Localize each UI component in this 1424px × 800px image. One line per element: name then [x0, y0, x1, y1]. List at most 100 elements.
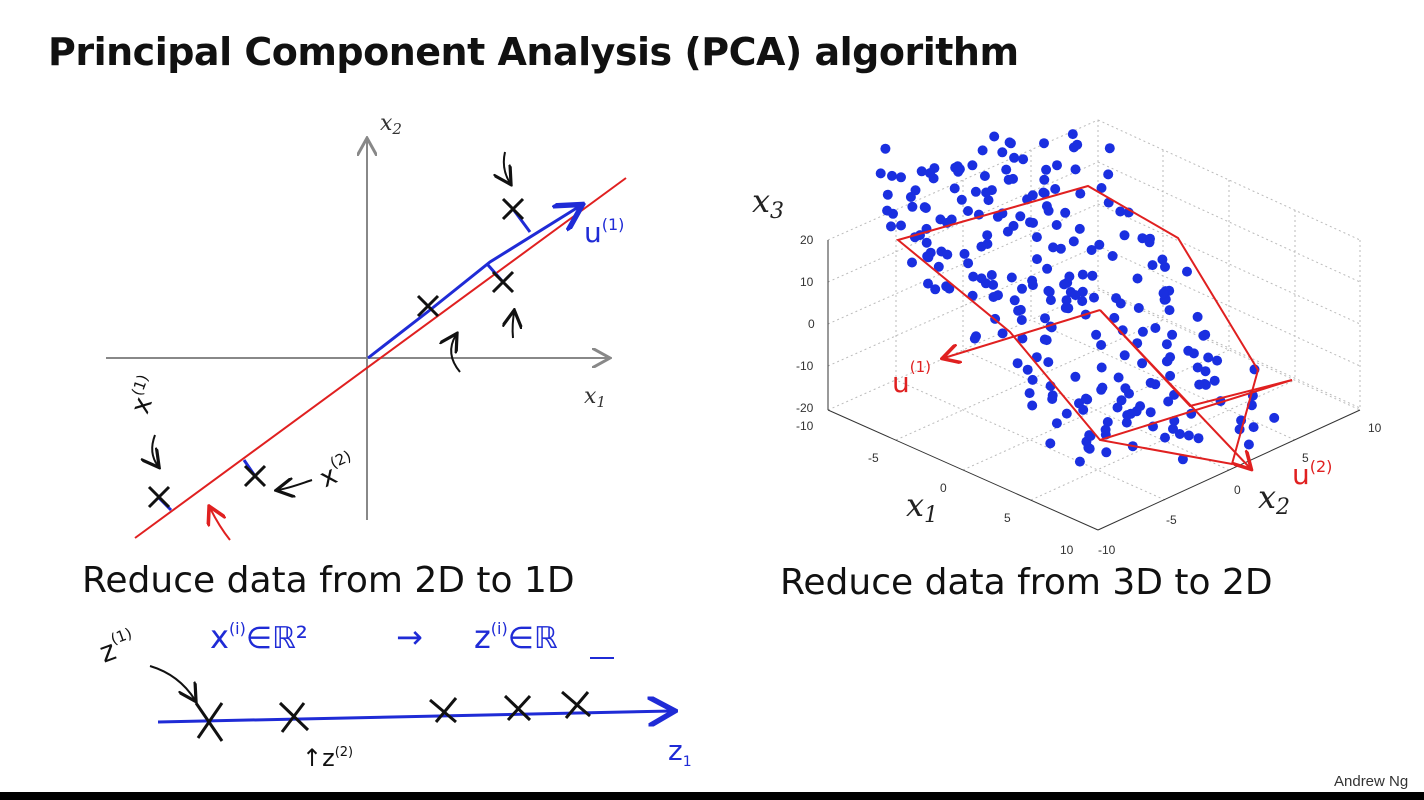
scatter-point: [1038, 187, 1049, 198]
z-tick: -20: [796, 401, 814, 415]
scatter-point: [997, 147, 1008, 158]
scatter-point: [988, 279, 999, 290]
projected-point: [194, 702, 224, 742]
x2-axis-label-3d: x2: [1258, 478, 1290, 520]
scatter-point: [1212, 355, 1223, 366]
scatter-point: [919, 202, 930, 213]
scatter-point: [1047, 390, 1058, 401]
scatter-point: [1048, 242, 1059, 253]
scatter-point: [1121, 417, 1132, 428]
data-point: [501, 197, 525, 221]
scatter-point: [1137, 326, 1148, 337]
scatter-point: [1013, 305, 1024, 316]
scatter-point: [886, 221, 896, 232]
z1-axis-label: z1: [668, 734, 692, 770]
data-points: [147, 197, 525, 509]
scatter-point: [905, 192, 916, 202]
scatter-point: [1248, 422, 1259, 433]
scatter-point: [1200, 366, 1211, 377]
scatter-point: [933, 261, 944, 272]
caption-2d-to-1d: Reduce data from 2D to 1D: [82, 560, 575, 601]
scatter-point: [1068, 236, 1079, 247]
projected-point: [561, 690, 591, 719]
scatter-point: [1137, 358, 1148, 369]
scatter-point: [1045, 438, 1056, 449]
u2-vector-3d: [1099, 309, 1250, 468]
scatter-point: [942, 249, 953, 260]
projected-points: [194, 690, 591, 742]
x1-tick: -5: [868, 451, 879, 465]
scatter-point: [1055, 243, 1066, 254]
scatter-point: [982, 230, 993, 241]
u1-label: u(1): [584, 215, 624, 249]
projected-point: [278, 701, 310, 733]
scatter-point: [1061, 295, 1072, 306]
scatter-point: [968, 271, 979, 282]
scatter-point: [1089, 292, 1099, 303]
scatter-point: [916, 166, 927, 177]
u1-vector: [367, 206, 580, 360]
scatter-point: [1104, 143, 1115, 154]
left-2d-figure: x2 x1 u(1) x(1) x(2): [106, 111, 627, 541]
scatter-point: [1027, 400, 1038, 411]
scatter-point: [1070, 371, 1081, 382]
x2-axis-label: x2: [380, 111, 402, 138]
scatter-point: [1132, 273, 1143, 284]
scatter-point: [1135, 401, 1146, 412]
plane-edge: [1099, 379, 1293, 441]
scatter-point: [1077, 269, 1088, 280]
scatter-point: [1027, 190, 1038, 201]
scatter-point: [1067, 129, 1078, 140]
scatter-point: [1269, 412, 1280, 423]
scatter-point: [882, 189, 893, 200]
scatter-point: [1027, 275, 1038, 286]
z2-label: ↑z(2): [302, 744, 353, 772]
scatter-point: [1174, 429, 1185, 439]
scatter-point: [1018, 154, 1029, 165]
scatter-point: [1209, 375, 1220, 386]
scatter-point: [1051, 418, 1062, 429]
data-point: [491, 270, 515, 294]
scatter-point: [1042, 263, 1053, 274]
scatter-point: [1158, 288, 1169, 299]
scatter-point: [1041, 164, 1052, 175]
z-tick: 20: [800, 233, 814, 247]
scatter-point: [1059, 279, 1070, 290]
scatter-point: [1060, 302, 1071, 313]
scatter-point: [1160, 261, 1170, 272]
caption-3d-to-2d: Reduce data from 3D to 2D: [780, 562, 1273, 603]
scatter-point: [1161, 339, 1172, 350]
x2-label: x(2): [313, 447, 361, 494]
z-tick: -10: [796, 359, 814, 373]
scatter-point: [1040, 313, 1050, 324]
scatter-point: [1004, 137, 1015, 148]
scatter-point: [907, 257, 917, 268]
scatter-point: [959, 248, 970, 259]
scatter-point: [982, 239, 993, 249]
scatter-point: [1203, 352, 1214, 363]
scatter-point: [989, 131, 1000, 142]
z-tick: 0: [808, 317, 815, 331]
scatter-point: [983, 195, 994, 206]
scatter-point: [922, 251, 933, 262]
scatter-point: [907, 201, 918, 212]
scatter-point: [979, 171, 990, 181]
scatter-point: [882, 205, 893, 216]
data-point: [416, 294, 440, 318]
scatter-point: [1064, 271, 1075, 282]
scatter-point: [887, 170, 897, 181]
scatter-point: [1183, 345, 1194, 356]
scatter-point: [896, 220, 906, 231]
x1-tick: 10: [1060, 543, 1074, 557]
scatter-point: [1183, 430, 1194, 441]
handwritten-arrow: [513, 312, 514, 339]
scatter-point: [1083, 442, 1094, 453]
x2-axis-line: [1097, 409, 1361, 531]
scatter-point: [1165, 352, 1176, 363]
scatter-point: [1094, 239, 1105, 250]
scatter-point: [1194, 379, 1205, 390]
scatter-point: [1097, 382, 1108, 393]
scatter-point: [1045, 295, 1056, 306]
scatter-point: [1096, 362, 1107, 373]
scatter-point: [1017, 283, 1027, 294]
